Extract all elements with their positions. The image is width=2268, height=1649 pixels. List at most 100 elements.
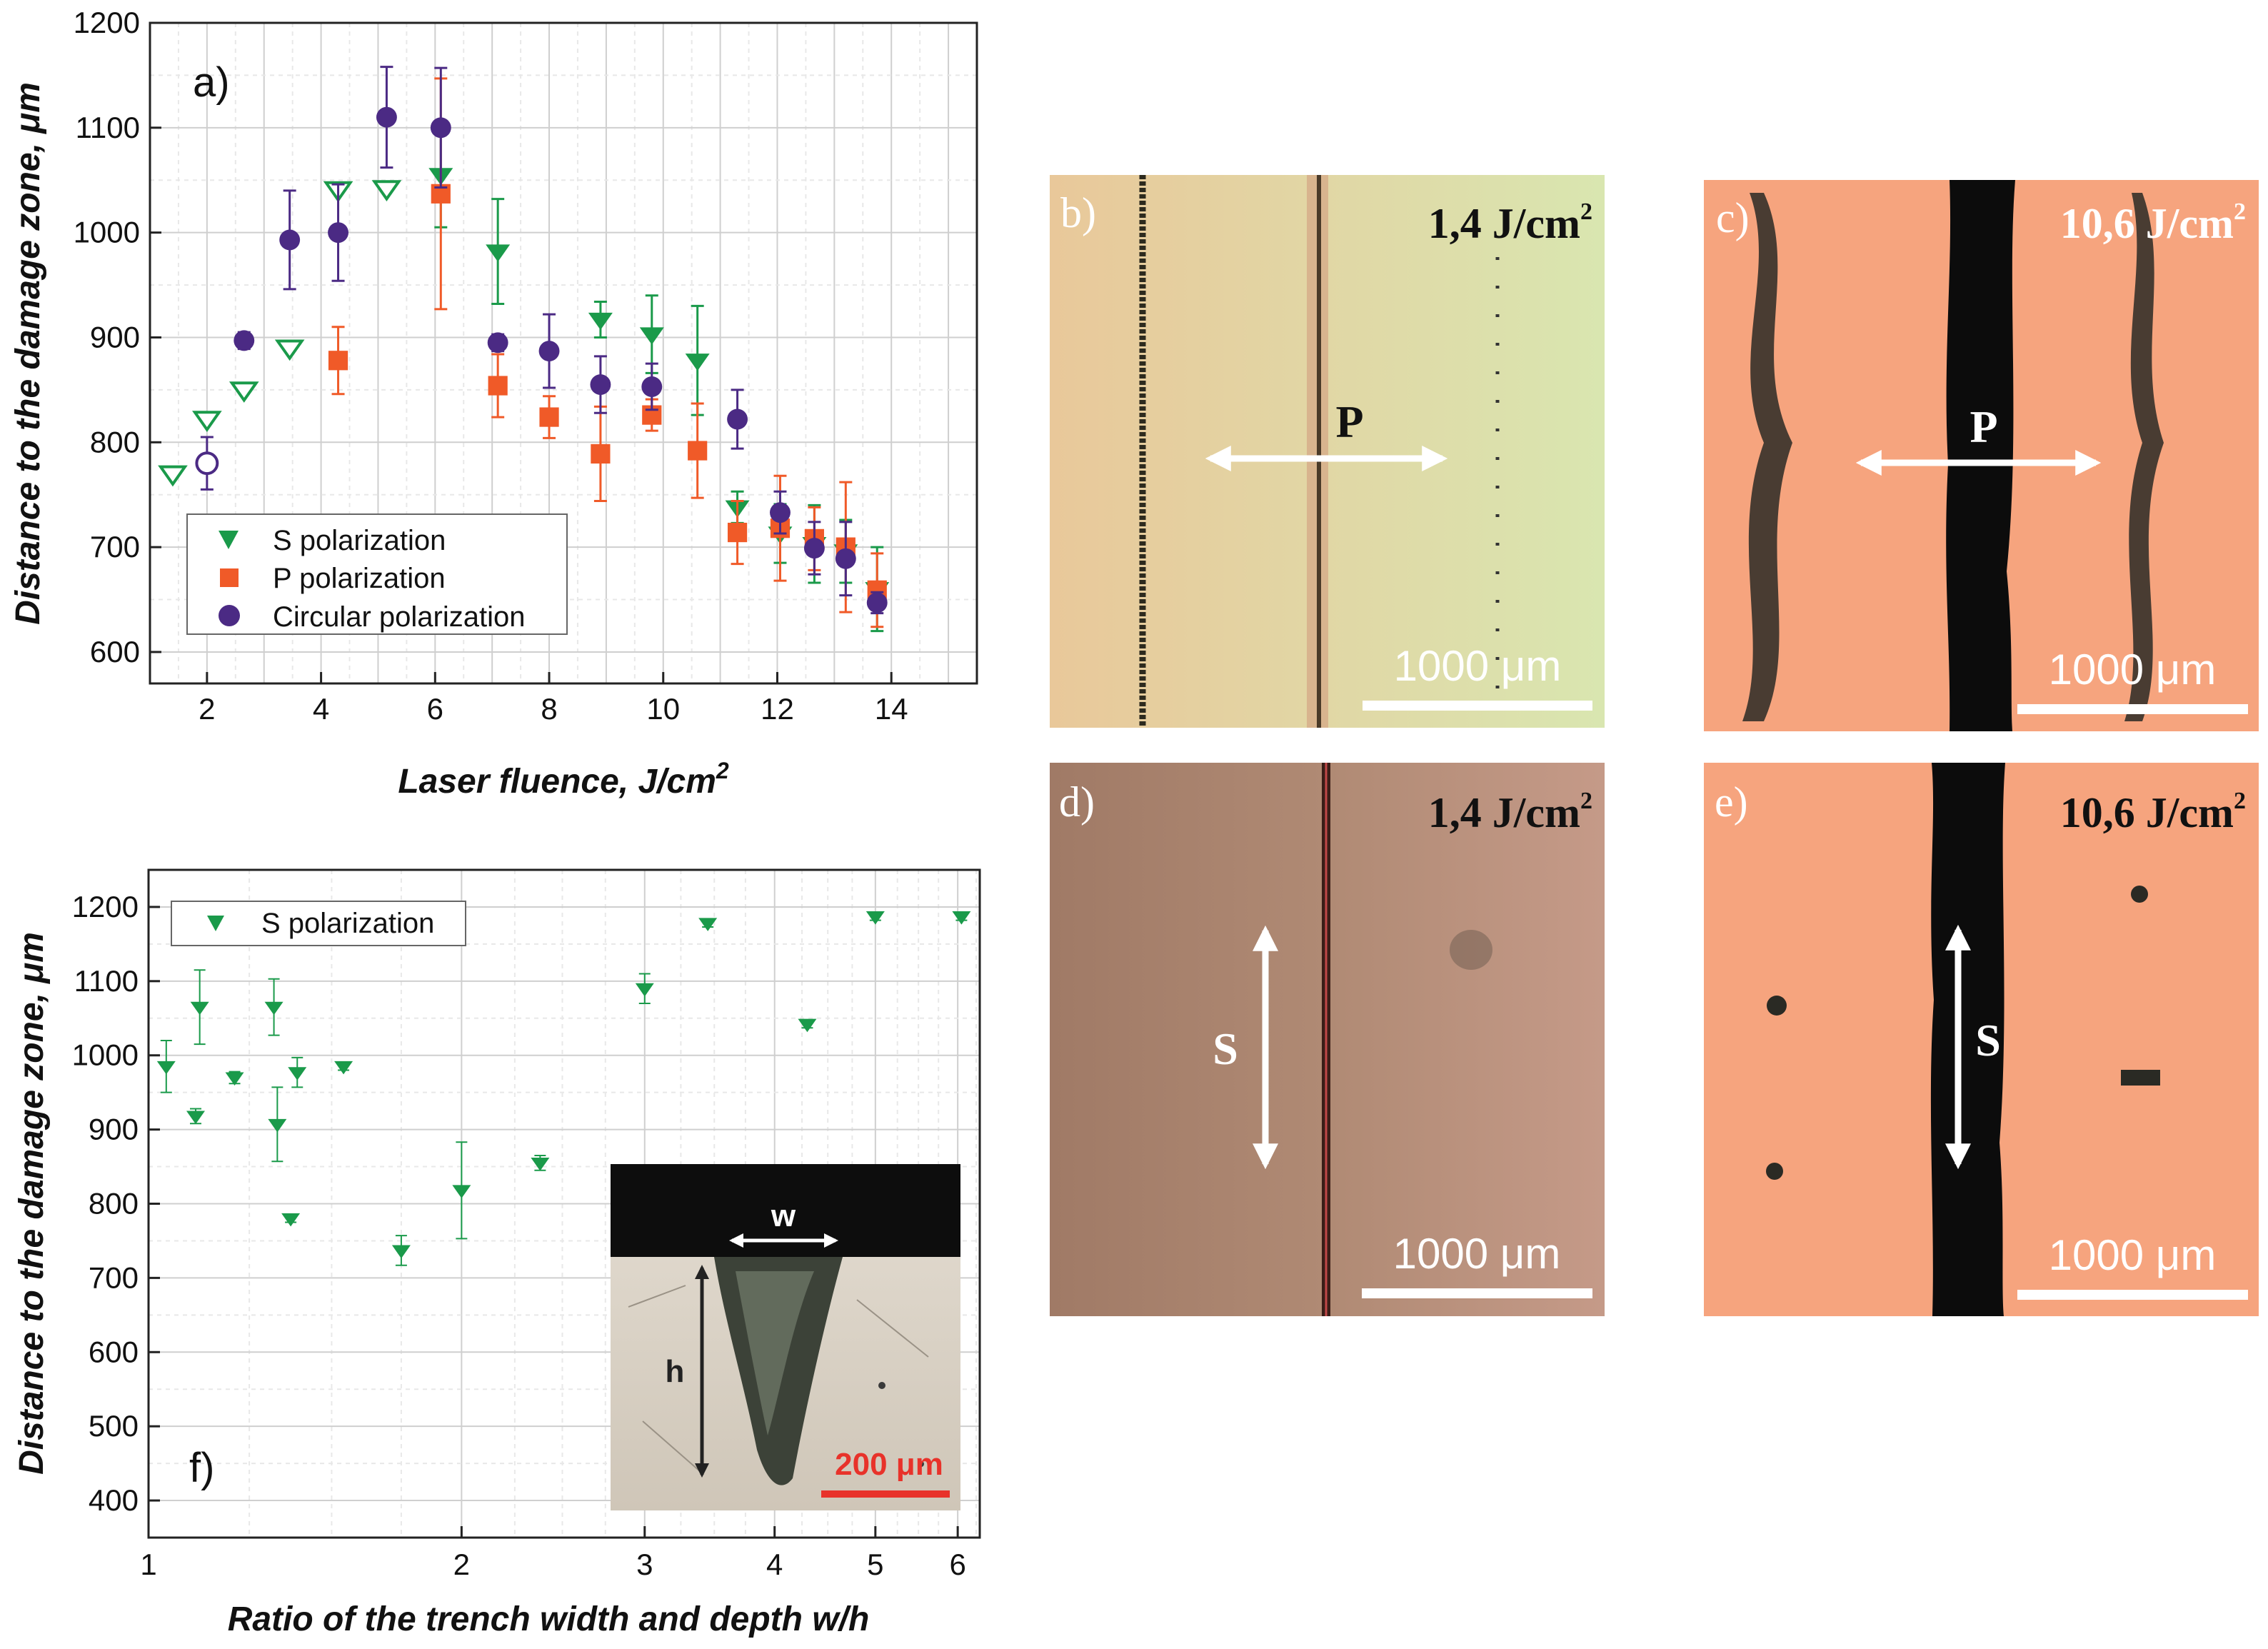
chart-f-legend-box xyxy=(171,901,466,946)
data-point xyxy=(195,451,219,476)
data-point xyxy=(192,411,222,433)
chart-a-plot-frame xyxy=(149,21,978,685)
legend-p-marker xyxy=(220,568,239,587)
y-tick-label: 700 xyxy=(89,1260,139,1294)
x-tick-label: 2 xyxy=(199,692,215,726)
data-point xyxy=(288,1067,307,1081)
y-tick-label: 1200 xyxy=(72,890,139,923)
micrograph-b-arrow-label: P xyxy=(1335,396,1363,447)
data-point xyxy=(487,332,508,354)
micrograph-b: b) 1,4 J/cm2 P 1000 μm xyxy=(1050,175,1605,728)
data-point xyxy=(803,538,825,559)
x-tick-label: 12 xyxy=(761,692,794,726)
data-point xyxy=(234,330,255,351)
micrograph-d-fluence: 1,4 J/cm2 xyxy=(1428,788,1592,836)
data-point xyxy=(770,502,791,523)
micrograph-d-scale-label: 1000 μm xyxy=(1393,1230,1561,1278)
x-tick-label: 1 xyxy=(140,1548,156,1581)
legend-f-label: S polarization xyxy=(261,908,434,939)
data-point xyxy=(281,1213,301,1227)
chart-a-legend: S polarization P polarization Circular p… xyxy=(186,513,568,635)
data-point xyxy=(727,409,748,430)
chart-f-panel-label: f) xyxy=(189,1445,214,1491)
inset-w-label: w xyxy=(771,1198,796,1233)
chart-a-y-axis-label: Distance to the damage zone, μm xyxy=(9,82,47,625)
data-point xyxy=(488,376,508,396)
chart-f: 1 2 3 4 5 6 400 500 600 700 800 900 1000 1100 1200 w h… xyxy=(13,868,981,1638)
chart-a-x-axis-label: Laser fluence, J/cm2 xyxy=(398,758,729,801)
y-tick-label: 800 xyxy=(90,425,140,458)
y-tick-label: 1000 xyxy=(72,1038,139,1072)
data-point xyxy=(229,381,259,403)
data-point xyxy=(279,229,301,251)
y-tick-label: 1100 xyxy=(74,964,139,998)
series-circular-polarization xyxy=(195,66,888,615)
micrograph-e-arrow-label: S xyxy=(1975,1015,2001,1066)
x-tick-label: 4 xyxy=(313,692,329,726)
chart-f-points xyxy=(156,911,971,1266)
micrograph-c-arrow-label: P xyxy=(1970,401,1997,452)
inset-scale-label: 200 μm xyxy=(835,1447,943,1482)
data-point xyxy=(685,354,710,371)
data-point xyxy=(452,1185,471,1198)
data-point xyxy=(590,374,611,395)
data-point xyxy=(391,1245,411,1259)
y-tick-label: 900 xyxy=(90,320,140,354)
data-point xyxy=(190,1001,209,1016)
y-tick-label: 700 xyxy=(90,530,140,563)
x-tick-label: 4 xyxy=(766,1548,783,1581)
data-point xyxy=(835,548,856,569)
data-point xyxy=(376,106,397,128)
legend-c-label: Circular polarization xyxy=(273,601,525,633)
y-tick-label: 600 xyxy=(90,635,140,668)
micrograph-e-fluence: 10,6 J/cm2 xyxy=(2060,788,2246,836)
micrograph-c-fluence: 10,6 J/cm2 xyxy=(2060,199,2246,247)
chart-a-panel-label: a) xyxy=(193,59,230,106)
x-tick-label: 10 xyxy=(646,692,680,726)
data-point xyxy=(635,983,654,997)
legend-s-label: S polarization xyxy=(273,525,446,556)
data-point xyxy=(641,376,663,397)
micrograph-b-label: b) xyxy=(1060,189,1096,236)
trench-inset-image: w h 200 μm xyxy=(611,1164,960,1510)
micrograph-b-scale-label: 1000 μm xyxy=(1394,642,1562,690)
data-point xyxy=(225,1072,244,1086)
micrograph-b-fluence: 1,4 J/cm2 xyxy=(1428,199,1592,247)
micrograph-e: e) 10,6 J/cm2 S 1000 μm xyxy=(1704,763,2259,1316)
legend-c-marker xyxy=(219,605,240,626)
x-tick-label: 5 xyxy=(867,1548,883,1581)
legend-p-label: P polarization xyxy=(273,563,446,594)
data-point xyxy=(591,443,611,464)
micrograph-d: d) 1,4 J/cm2 S 1000 μm xyxy=(1050,763,1605,1316)
chart-a: 2 4 6 8 10 12 14 600 700 800 900 1000 1100 1200 a) La… xyxy=(9,6,978,801)
chart-a-points xyxy=(158,66,890,633)
data-point xyxy=(698,918,718,931)
micrograph-e-scale-label: 1000 μm xyxy=(2049,1231,2217,1279)
data-point xyxy=(334,1061,353,1075)
x-tick-label: 3 xyxy=(636,1548,653,1581)
micrograph-c-label: c) xyxy=(1716,194,1750,241)
micrograph-d-label: d) xyxy=(1059,778,1095,826)
x-tick-label: 6 xyxy=(949,1548,965,1581)
chart-f-x-axis-label: Ratio of the trench width and depth w/h xyxy=(228,1600,870,1638)
data-point xyxy=(430,117,451,139)
data-point xyxy=(539,407,559,427)
y-tick-label: 500 xyxy=(89,1409,139,1443)
data-point xyxy=(328,222,348,244)
chart-f-ticks: 1 2 3 4 5 6 400 500 600 700 800 900 1000 1100 1200 xyxy=(72,890,966,1581)
data-point xyxy=(688,441,708,461)
data-point xyxy=(328,351,348,371)
micrograph-e-label: e) xyxy=(1715,778,1748,826)
data-point xyxy=(486,244,511,262)
x-tick-label: 14 xyxy=(875,692,908,726)
data-point xyxy=(274,339,305,361)
data-point xyxy=(538,341,560,362)
x-tick-label: 6 xyxy=(427,692,443,726)
x-tick-label: 2 xyxy=(453,1548,470,1581)
data-point xyxy=(865,911,885,925)
data-point xyxy=(588,312,613,331)
data-point xyxy=(156,1061,176,1075)
micrograph-c: c) 10,6 J/cm2 P 1000 μm xyxy=(1704,180,2259,731)
micrograph-c-scale-label: 1000 μm xyxy=(2049,646,2217,693)
